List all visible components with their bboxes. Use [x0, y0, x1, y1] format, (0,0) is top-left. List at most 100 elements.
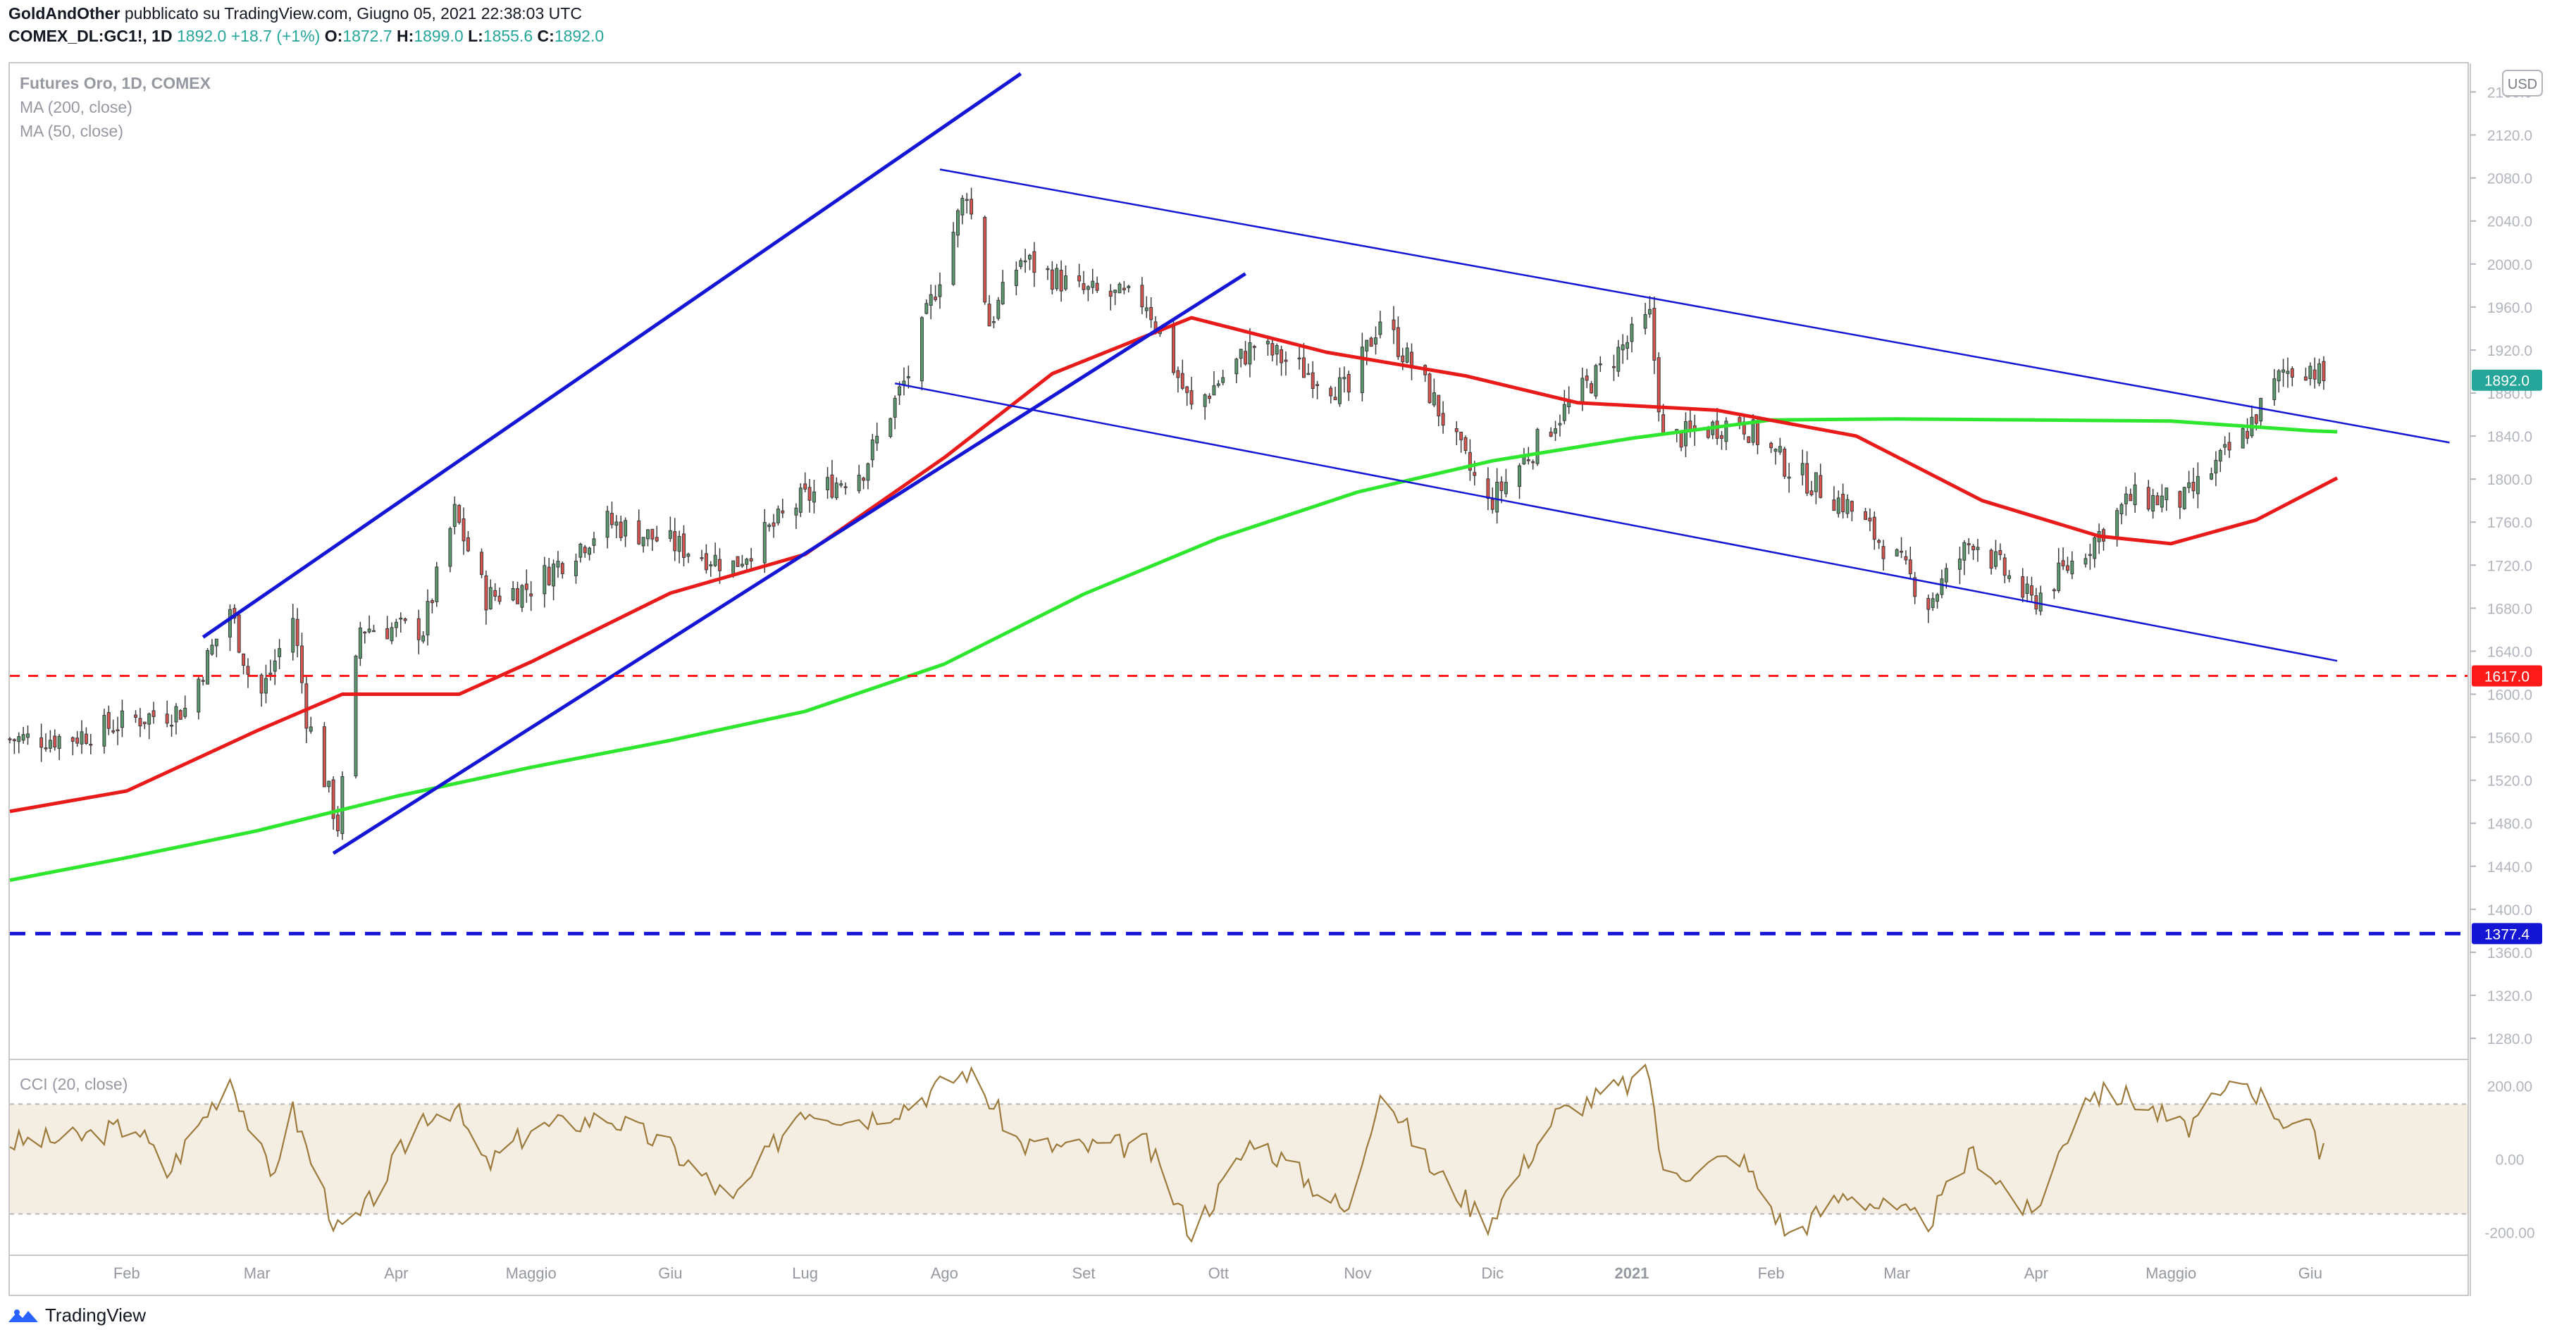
candle	[358, 621, 362, 666]
candle-body	[2178, 491, 2182, 508]
candle	[650, 528, 655, 552]
candle-body	[1598, 363, 1602, 366]
price-tick-label: 2080.0	[2487, 171, 2532, 187]
candle	[1405, 342, 1409, 363]
candle	[830, 460, 834, 499]
candle-body	[1940, 578, 1944, 595]
candle-body	[1275, 345, 1279, 355]
candle-body	[327, 780, 331, 788]
price-label-box	[2472, 369, 2542, 391]
candle-body	[834, 483, 838, 499]
candle	[1028, 254, 1032, 270]
candle	[75, 730, 80, 747]
candle-body	[875, 435, 879, 444]
candle	[646, 529, 650, 547]
candle-body	[1868, 517, 1872, 522]
candle-body	[304, 683, 309, 729]
candle-body	[120, 710, 124, 728]
candle-body	[520, 585, 524, 608]
candle-body	[2155, 495, 2160, 506]
candle	[278, 639, 282, 670]
candle-body	[731, 560, 736, 575]
candle	[1208, 393, 1212, 404]
candle	[70, 736, 75, 756]
candle	[1594, 363, 1598, 399]
candle	[1800, 449, 1804, 485]
candle-body	[574, 561, 578, 576]
price-tick-label: 1440.0	[2487, 859, 2532, 876]
candle-body	[592, 538, 596, 546]
price-tick-label: 1760.0	[2487, 515, 2532, 531]
tradingview-footer[interactable]: TradingView	[7, 1305, 146, 1326]
price-tick-label: 1800.0	[2487, 472, 2532, 488]
candle-body	[1585, 375, 1589, 381]
candle	[363, 630, 367, 644]
candle	[1428, 372, 1432, 404]
candle-body	[826, 477, 830, 490]
candle	[102, 709, 106, 754]
candle	[673, 518, 677, 561]
currency-badge[interactable]: USD	[2502, 70, 2543, 97]
candle-body	[147, 713, 151, 725]
candle	[1926, 595, 1931, 623]
candle-body	[48, 740, 52, 749]
candle	[1944, 563, 1948, 589]
candle	[1337, 367, 1342, 407]
candle	[1252, 344, 1256, 361]
candle	[578, 542, 583, 563]
currency-label: USD	[2508, 77, 2537, 92]
candle	[264, 664, 268, 704]
price-tick-label: 1360.0	[2487, 945, 2532, 962]
candle	[147, 712, 151, 740]
candle	[857, 464, 861, 494]
candle	[174, 703, 178, 735]
candle-body	[295, 618, 299, 646]
candle-body	[1216, 383, 1220, 386]
candle	[1374, 326, 1377, 355]
candle	[57, 734, 61, 761]
candle-body	[138, 718, 142, 727]
candle-body	[1284, 359, 1288, 362]
candle	[1046, 266, 1050, 280]
candle-body	[543, 565, 547, 595]
trendline	[939, 168, 2450, 444]
candle-body	[2151, 494, 2155, 512]
candle	[1908, 546, 1912, 579]
candle	[1711, 420, 1715, 440]
candle	[1590, 380, 1594, 394]
candle	[421, 630, 426, 644]
candle-body	[1127, 285, 1131, 288]
candle	[2151, 488, 2155, 519]
candle	[497, 587, 502, 605]
candle-body	[2218, 449, 2222, 462]
author-name[interactable]: GoldAndOther	[8, 4, 120, 23]
price-tick-label: 1720.0	[2487, 558, 2532, 574]
candle-body	[1809, 490, 1814, 495]
candle	[80, 720, 84, 754]
candle	[1329, 385, 1333, 404]
price-tick-label: 1320.0	[2487, 988, 2532, 1004]
last-price: 1892.0	[176, 27, 227, 45]
candle-body	[80, 731, 84, 745]
trendline	[202, 72, 1022, 639]
candle-body	[970, 199, 974, 215]
candle-body	[1149, 306, 1153, 321]
candle	[893, 395, 897, 430]
candle	[2034, 587, 2038, 615]
candle-body	[798, 487, 803, 513]
candle-body	[1558, 423, 1562, 425]
candle	[1144, 296, 1148, 318]
candle-body	[516, 588, 520, 604]
candle	[1189, 376, 1194, 410]
candle	[2196, 462, 2200, 509]
candle-body	[2057, 562, 2061, 591]
candle	[1535, 428, 1540, 466]
candle	[89, 733, 93, 754]
candle	[677, 530, 681, 564]
candle	[709, 561, 713, 577]
candle	[2259, 397, 2263, 426]
candle	[1751, 414, 1755, 446]
candle-body	[1526, 459, 1530, 461]
candle	[1346, 371, 1351, 402]
